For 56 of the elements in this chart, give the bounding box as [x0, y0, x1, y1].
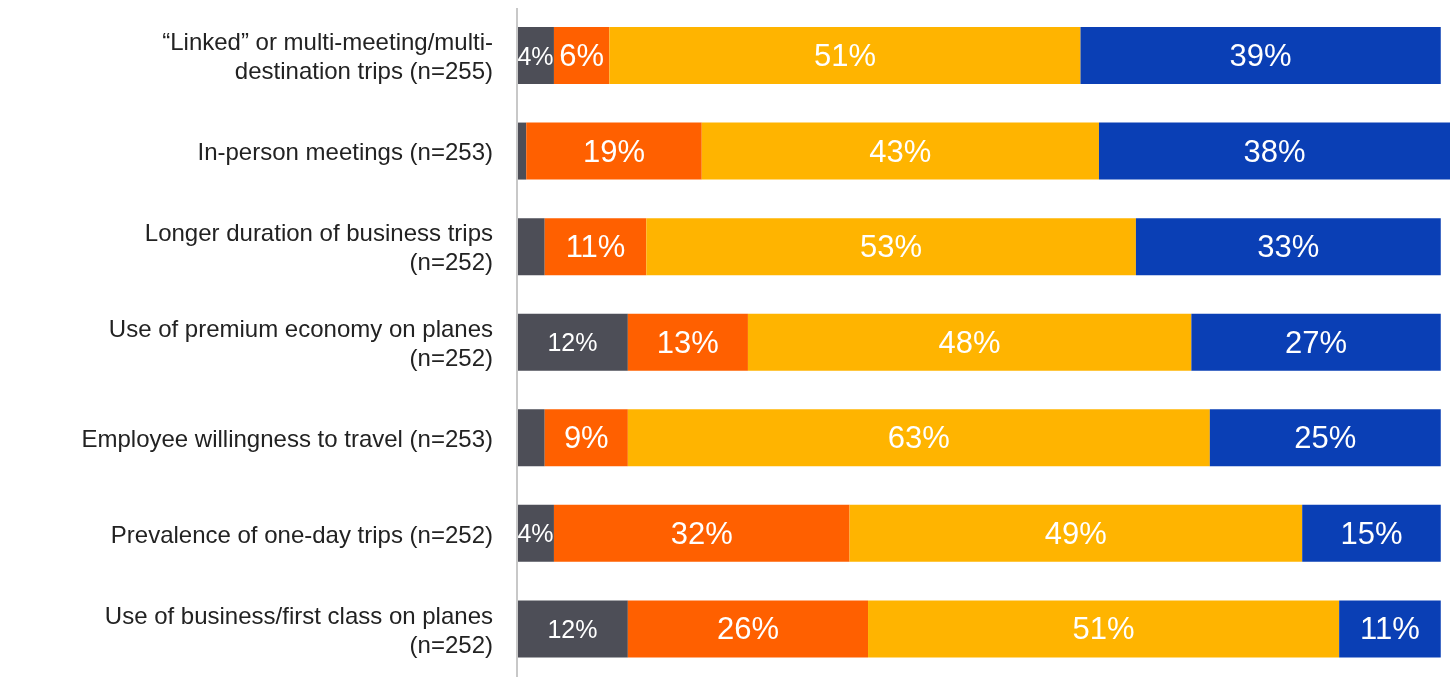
y-tick-label: Use of business/first class on planes (n=252)	[104, 601, 493, 658]
data-label: 15%	[1340, 515, 1403, 551]
bar	[747, 313, 1192, 371]
bar	[1209, 409, 1441, 467]
bar	[646, 218, 1136, 276]
bar	[517, 600, 628, 658]
data-label: 11%	[1360, 611, 1420, 647]
data-label: 12%	[547, 614, 598, 643]
bar	[1080, 27, 1441, 84]
bar	[627, 313, 748, 371]
bar	[517, 313, 628, 371]
data-label: 63%	[887, 420, 950, 456]
bar	[1098, 122, 1450, 180]
data-label: 39%	[1229, 38, 1292, 73]
bar	[868, 600, 1340, 658]
bar	[701, 122, 1099, 180]
bar	[544, 218, 647, 276]
data-label: 33%	[1257, 229, 1320, 265]
data-label: 6%	[559, 38, 605, 73]
bar	[1302, 504, 1441, 562]
bar	[609, 27, 1081, 84]
data-label: 26%	[716, 611, 779, 647]
data-label: 53%	[860, 229, 923, 265]
bar	[1339, 600, 1441, 658]
data-label: 19%	[582, 133, 646, 169]
bar	[517, 218, 545, 276]
y-tick-label: Employee willingness to travel (n=253)	[81, 424, 493, 452]
y-tick-label: In-person meetings (n=253)	[197, 137, 493, 165]
data-label: 49%	[1044, 515, 1107, 551]
bar	[849, 504, 1303, 562]
data-label: 13%	[656, 324, 719, 360]
data-label: 51%	[1072, 611, 1135, 647]
bar	[544, 409, 628, 467]
y-tick-label: “Linked” or multi-meeting/multi-destination trips (n=255)	[162, 27, 493, 84]
y-tick-label: Prevalence of one-day trips (n=252)	[110, 520, 493, 548]
data-label: 27%	[1285, 324, 1348, 360]
data-label: 4%	[517, 41, 554, 70]
bar	[553, 504, 850, 562]
bar	[1191, 313, 1441, 371]
data-label: 25%	[1294, 420, 1357, 456]
data-label: 51%	[813, 38, 876, 73]
data-label: 43%	[869, 133, 932, 169]
data-label: 11%	[565, 229, 626, 265]
y-tick-label: Longer duration of business trips (n=252)	[144, 218, 493, 275]
data-label: 9%	[563, 420, 609, 456]
data-label: 38%	[1243, 133, 1306, 169]
data-label: 4%	[517, 519, 554, 548]
bar	[517, 409, 545, 467]
bar	[526, 122, 702, 180]
bar	[627, 600, 869, 658]
bar	[627, 409, 1210, 467]
data-label: 12%	[547, 328, 598, 357]
y-tick-label: Use of premium economy on planes (n=252)	[108, 314, 493, 371]
data-label: 48%	[938, 324, 1001, 360]
data-label: 32%	[670, 515, 733, 551]
bar	[1135, 218, 1441, 276]
